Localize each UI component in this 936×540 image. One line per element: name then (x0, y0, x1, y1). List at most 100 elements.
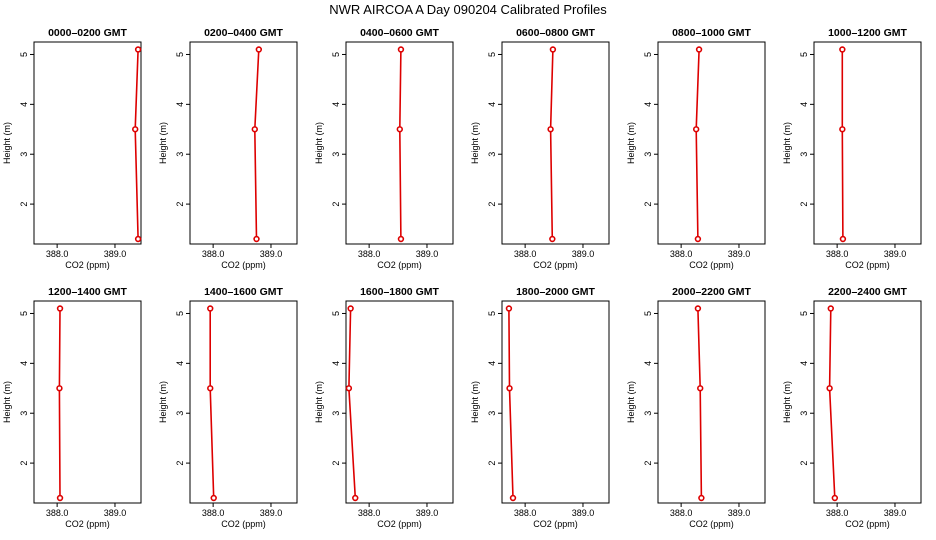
y-tick-label: 4 (643, 102, 653, 107)
co2-data-point (56, 494, 64, 502)
plot-frame (345, 300, 454, 504)
panel-title: 1200–1400 GMT (48, 286, 127, 298)
x-axis-label: CO2 (ppm) (845, 260, 890, 270)
co2-data-point (549, 235, 556, 243)
y-tick-label: 2 (175, 202, 185, 207)
co2-data-point (56, 385, 63, 392)
y-axis-label: Height (m) (782, 122, 792, 164)
y-tick-label: 3 (643, 152, 653, 157)
co2-data-point (547, 126, 554, 133)
co2-data-point (134, 46, 142, 53)
y-tick-label: 2 (331, 461, 341, 466)
y-tick-label: 2 (643, 461, 653, 466)
co2-data-point (396, 126, 403, 133)
y-tick-label: 4 (487, 102, 497, 107)
co2-data-point (549, 46, 557, 53)
plot-frame (33, 300, 142, 504)
co2-data-point (698, 494, 705, 502)
x-tick-label: 389.0 (104, 508, 127, 518)
y-tick-label: 4 (799, 102, 809, 107)
y-tick-label: 3 (799, 411, 809, 416)
y-tick-label: 3 (19, 411, 29, 416)
y-tick-label: 4 (331, 102, 341, 107)
x-tick-label: 388.0 (670, 249, 693, 259)
x-axis-label: CO2 (ppm) (65, 519, 110, 529)
y-tick-label: 3 (19, 152, 29, 157)
co2-profile-line (398, 49, 402, 240)
co2-data-point (352, 494, 359, 502)
x-axis-label: CO2 (ppm) (845, 519, 890, 529)
y-tick-label: 5 (331, 52, 341, 57)
y-tick-label: 5 (175, 52, 185, 57)
y-tick-label: 5 (487, 52, 497, 57)
y-tick-label: 5 (643, 52, 653, 57)
co2-data-point (253, 235, 260, 243)
y-axis-label: Height (m) (626, 122, 636, 164)
co2-data-point (207, 385, 214, 392)
co2-data-point (694, 305, 702, 312)
co2-profile-line (828, 308, 836, 499)
y-tick-label: 3 (487, 411, 497, 416)
co2-data-point (347, 305, 354, 312)
co2-data-point (831, 494, 839, 502)
x-axis-label: CO2 (ppm) (221, 519, 266, 529)
figure-title: NWR AIRCOA A Day 090204 Calibrated Profi… (329, 2, 607, 17)
plot-frame (345, 41, 454, 245)
y-tick-label: 3 (643, 411, 653, 416)
y-tick-label: 4 (643, 361, 653, 366)
co2-data-point (56, 305, 64, 312)
co2-data-point (694, 235, 702, 243)
x-tick-label: 389.0 (416, 508, 439, 518)
y-tick-label: 5 (487, 311, 497, 316)
y-tick-label: 2 (19, 461, 29, 466)
plot-frame (657, 41, 766, 245)
y-tick-label: 4 (175, 102, 185, 107)
panel-title: 0200–0400 GMT (204, 27, 283, 39)
y-tick-label: 4 (487, 361, 497, 366)
co2-profile-line (348, 308, 357, 499)
y-tick-label: 2 (799, 461, 809, 466)
y-tick-label: 3 (331, 411, 341, 416)
y-tick-label: 4 (19, 361, 29, 366)
x-tick-label: 388.0 (358, 249, 381, 259)
plot-frame (189, 41, 298, 245)
co2-data-point (839, 46, 846, 53)
y-axis-label: Height (m) (2, 122, 12, 164)
co2-data-point (134, 235, 142, 243)
y-tick-label: 5 (643, 311, 653, 316)
panel-title: 0600–0800 GMT (516, 27, 595, 39)
co2-data-point (505, 305, 513, 312)
x-axis-label: CO2 (ppm) (533, 260, 578, 270)
y-axis-label: Height (m) (626, 381, 636, 423)
y-tick-label: 4 (175, 361, 185, 366)
y-tick-label: 5 (799, 311, 809, 316)
x-tick-label: 388.0 (202, 249, 225, 259)
x-axis-label: CO2 (ppm) (377, 519, 422, 529)
y-axis-label: Height (m) (314, 122, 324, 164)
y-tick-label: 2 (175, 461, 185, 466)
co2-data-point (827, 305, 834, 312)
panel-title: 1400–1600 GMT (204, 286, 283, 298)
x-axis-label: CO2 (ppm) (689, 260, 734, 270)
panel-title: 1800–2000 GMT (516, 286, 595, 298)
co2-profile-line (549, 49, 554, 240)
co2-profile-line (58, 308, 61, 499)
x-tick-label: 388.0 (46, 508, 69, 518)
co2-data-point (210, 494, 217, 502)
x-tick-label: 388.0 (826, 249, 849, 259)
x-tick-label: 389.0 (260, 249, 283, 259)
y-tick-label: 2 (19, 202, 29, 207)
co2-data-point (826, 385, 833, 392)
